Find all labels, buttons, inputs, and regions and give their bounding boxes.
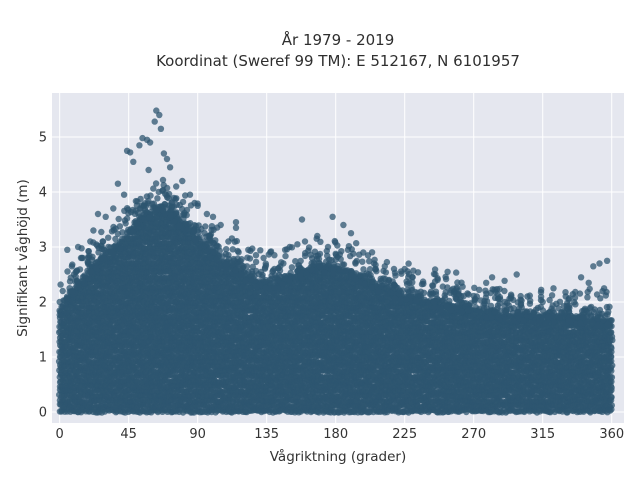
chart-title: År 1979 - 2019: [282, 30, 395, 49]
chart-subtitle: Koordinat (Sweref 99 TM): E 512167, N 61…: [156, 52, 520, 70]
data-points: [55, 107, 616, 416]
